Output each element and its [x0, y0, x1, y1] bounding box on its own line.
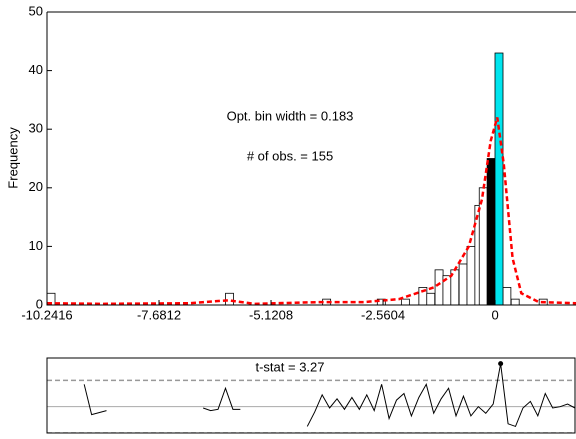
histogram-bar [502, 287, 512, 305]
histogram-bar [426, 292, 436, 305]
y-axis-label: Frequency [5, 127, 20, 189]
panel-frame [46, 357, 576, 434]
histogram-bar [466, 245, 476, 305]
histogram-bar [510, 298, 520, 305]
histogram-bar [225, 292, 234, 305]
y-tick-label: 0 [36, 296, 43, 311]
y-tick-label: 30 [29, 121, 43, 136]
histogram-bar [486, 158, 496, 305]
histogram-bar [458, 263, 468, 305]
histogram-bar [434, 269, 444, 305]
y-tick-label: 10 [29, 238, 43, 253]
annotation: Opt. bin width = 0.183 [227, 108, 354, 123]
x-tick-label: 0 [491, 307, 498, 322]
density-curve [47, 117, 576, 305]
y-tick-label: 40 [29, 62, 43, 77]
peak-marker [498, 361, 504, 367]
y-tick-label: 50 [29, 3, 43, 18]
x-tick-label: -5.1208 [249, 307, 293, 322]
y-tick-label: 20 [29, 179, 43, 194]
x-tick-label: -10.2416 [21, 307, 72, 322]
x-tick-label: -2.5604 [361, 307, 405, 322]
annotation: # of obs. = 155 [247, 148, 333, 163]
panel-title: t-stat = 3.27 [255, 359, 324, 374]
tstat-line [83, 363, 576, 428]
histogram-bar [478, 187, 488, 305]
histogram-bar [494, 52, 504, 305]
x-tick-label: -7.6812 [137, 307, 181, 322]
histogram-bar [400, 298, 410, 305]
